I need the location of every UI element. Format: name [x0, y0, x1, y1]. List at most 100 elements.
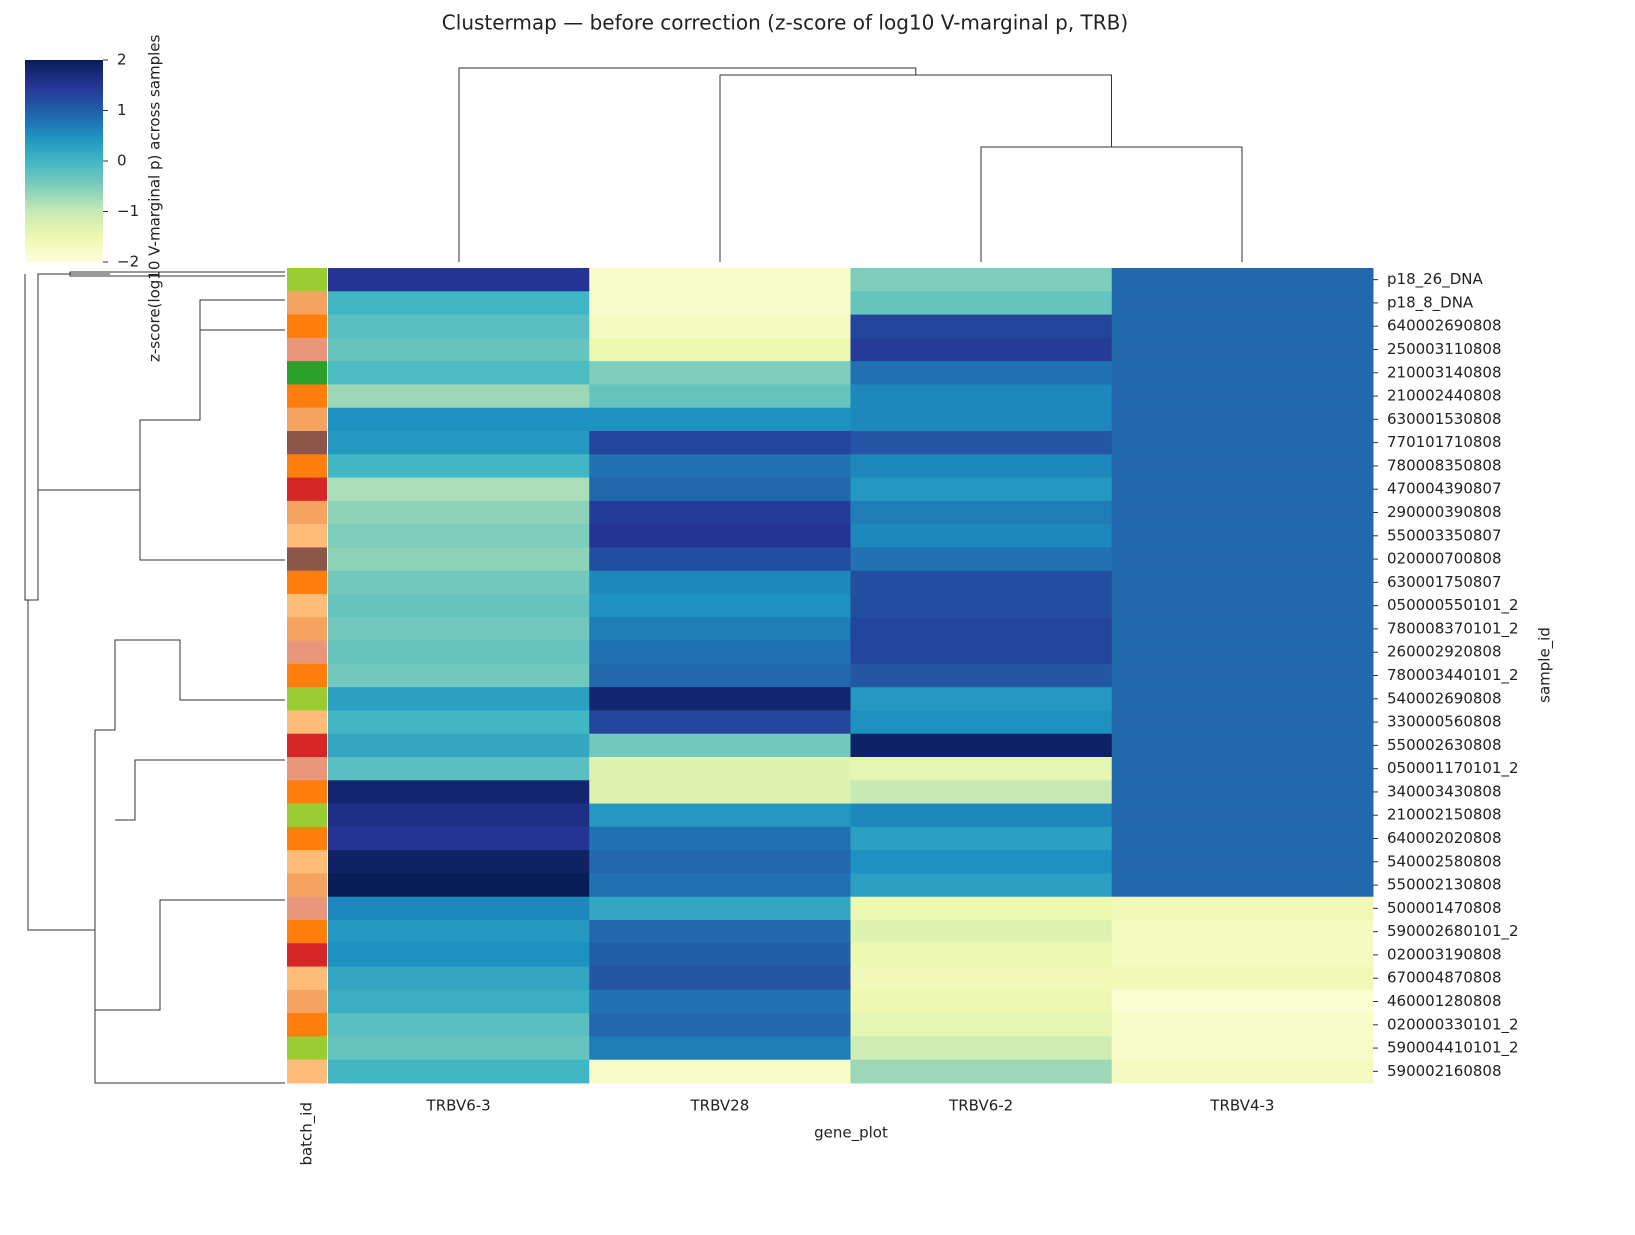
heat-cell [589, 570, 851, 595]
row-dendrogram [24, 271, 285, 1084]
heat-cell [589, 733, 851, 758]
heat-cell [850, 314, 1113, 339]
heat-cell [328, 500, 590, 525]
batch-cell [287, 477, 327, 502]
y-tick-label: 050001170101_2 [1387, 759, 1519, 778]
heat-cell [850, 524, 1113, 548]
y-tick-label: 640002690808 [1387, 317, 1502, 335]
batch-cell [287, 361, 327, 385]
heat-cell [589, 384, 851, 409]
y-tick-label: 540002580808 [1387, 852, 1502, 870]
y-tick-label: 020000330101_2 [1387, 1015, 1519, 1034]
column-dendrogram [458, 67, 1243, 262]
x-axis-label: gene_plot [814, 1124, 888, 1143]
batch-cell [287, 617, 327, 642]
heat-cell [589, 803, 851, 828]
heat-cell [328, 570, 590, 595]
heat-cell [1111, 361, 1374, 385]
heat-cell [850, 803, 1113, 828]
heat-cell [850, 500, 1113, 525]
heat-cell [1111, 431, 1374, 455]
heat-cell [1111, 547, 1374, 572]
heat-cell [850, 710, 1113, 735]
y-tick-label: 020000700808 [1387, 550, 1502, 568]
y-tick-label: 670004870808 [1387, 969, 1502, 987]
heat-cell [589, 757, 851, 781]
y-tick-label: 340003430808 [1387, 782, 1502, 800]
x-tick-label: TRBV6-2 [948, 1097, 1013, 1115]
heat-cell [850, 920, 1113, 944]
batch-cell [287, 873, 327, 898]
heat-cell [1111, 268, 1374, 292]
y-tick-label: 770101710808 [1387, 433, 1502, 451]
heat-cell [850, 757, 1113, 781]
heat-cell [850, 663, 1113, 688]
heat-cell [589, 431, 851, 455]
heat-cell [850, 407, 1113, 432]
heat-cell [850, 291, 1113, 316]
batch-cell [287, 850, 327, 874]
heat-cell [850, 268, 1113, 292]
heat-cell [328, 1059, 590, 1084]
y-tick-label: 640002020808 [1387, 829, 1502, 847]
batch-cell [287, 431, 327, 455]
heat-cell [589, 477, 851, 502]
batch-cell [287, 920, 327, 944]
heat-cell [589, 687, 851, 711]
heat-cell [589, 873, 851, 898]
batch-cell [287, 803, 327, 828]
batch-cell [287, 1036, 327, 1061]
heat-cell [850, 896, 1113, 921]
colorbar-tick-label: 2 [117, 51, 127, 69]
y-tick-label: 550002130808 [1387, 876, 1502, 894]
y-tick-label: 470004390807 [1387, 480, 1502, 498]
y-tick-label: p18_8_DNA [1387, 293, 1474, 312]
colorbar [25, 60, 103, 262]
y-tick-label: 260002920808 [1387, 643, 1502, 661]
y-tick-label: 050000550101_2 [1387, 596, 1519, 615]
heat-cell [589, 268, 851, 292]
heat-cell [328, 431, 590, 455]
heat-cell [589, 337, 851, 362]
batch-cell [287, 733, 327, 758]
heat-cell [328, 896, 590, 921]
heat-cell [589, 943, 851, 968]
batch-cell [287, 547, 327, 572]
batch-cell [287, 291, 327, 316]
heatmap: p18_26_DNA p18_8_DNA 640002690808 250003110… [287, 268, 1519, 1084]
heat-cell [1111, 477, 1374, 502]
heat-cell [850, 733, 1113, 758]
heat-cell [850, 640, 1113, 665]
batch-cell [287, 500, 327, 525]
heat-cell [589, 826, 851, 851]
heat-cell [328, 384, 590, 409]
heat-cell [850, 547, 1113, 572]
heat-cell [850, 943, 1113, 968]
heat-cell [589, 850, 851, 874]
heat-cell [1111, 966, 1374, 991]
heat-cell [589, 663, 851, 688]
heat-cell [328, 943, 590, 968]
heat-cell [328, 477, 590, 502]
heat-cell [328, 454, 590, 479]
heat-cell [328, 780, 590, 805]
heat-cell [850, 1013, 1113, 1037]
heat-cell [589, 1036, 851, 1061]
heat-cell [328, 291, 590, 316]
heat-cell [589, 524, 851, 548]
batch-cell [287, 524, 327, 548]
batch-cell [287, 826, 327, 851]
heat-cell [1111, 780, 1374, 805]
y-tick-label: 250003110808 [1387, 340, 1502, 358]
heat-cell [589, 1059, 851, 1084]
y-tick-label: 550002630808 [1387, 736, 1502, 754]
batch-cell [287, 757, 327, 781]
y-tick-label: 210003140808 [1387, 363, 1502, 381]
heat-cell [1111, 757, 1374, 781]
heat-cell [328, 337, 590, 362]
heat-cell [1111, 943, 1374, 968]
heat-cell [850, 826, 1113, 851]
heat-cell [589, 547, 851, 572]
heat-cell [850, 337, 1113, 362]
